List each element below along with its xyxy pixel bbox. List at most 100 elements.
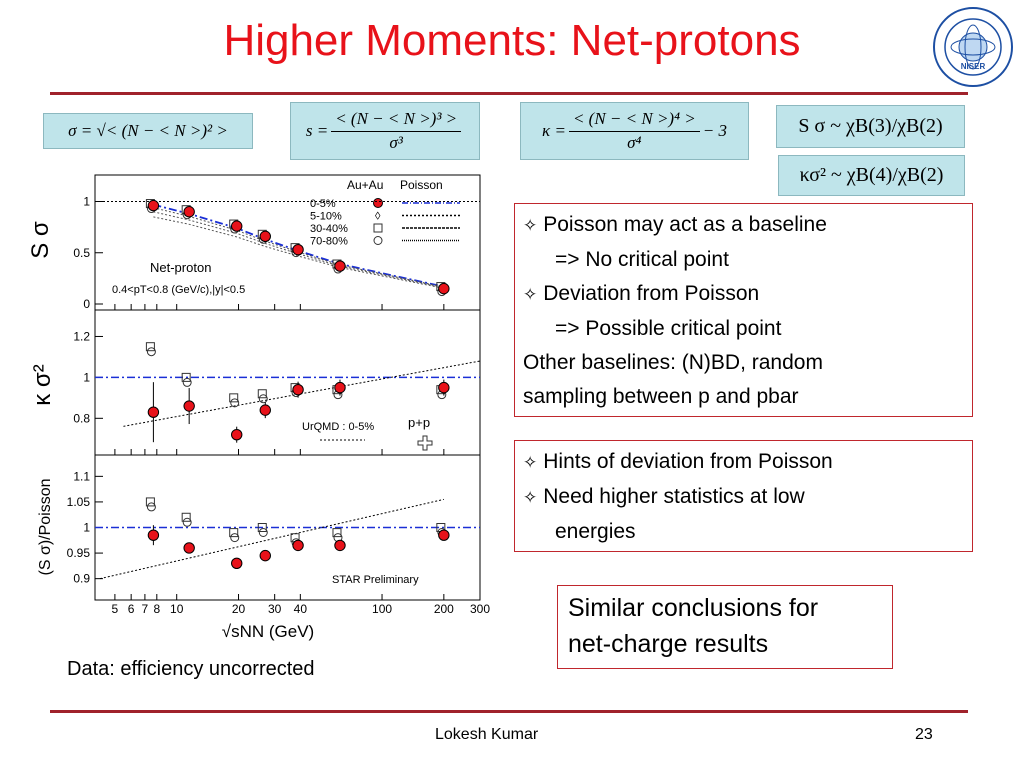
open-square-marker <box>257 389 267 399</box>
box1-line3: ✧ Deviation from Poisson <box>523 282 760 305</box>
open-circle-marker <box>258 528 268 537</box>
y-tick-label: 1.05 <box>67 495 91 509</box>
data-point-0-5 <box>438 529 450 541</box>
kurtosis-formula: κ = < (N − < N >)⁴ > σ⁴ − 3 <box>520 102 749 160</box>
kurtosis-tail: − 3 <box>702 121 727 140</box>
y-tick-label: 0.9 <box>73 572 90 586</box>
star-icon: ✧ <box>523 285 538 304</box>
kurtosis-lhs: κ = <box>542 121 566 140</box>
data-point-0-5 <box>147 199 160 212</box>
box2-line3: energies <box>555 520 636 543</box>
open-circle-marker <box>182 517 192 527</box>
y-tick-label: 1.2 <box>73 329 90 343</box>
data-point-0-5 <box>183 400 195 412</box>
data-point-0-5 <box>259 230 271 243</box>
star-icon: ✧ <box>523 216 538 235</box>
ylabel-panel-3: (S σ)/Poisson <box>37 478 54 575</box>
slide-title: Higher Moments: Net-protons <box>223 16 801 65</box>
data-point-0-5 <box>334 260 346 272</box>
top-rule <box>50 92 968 95</box>
legend-marker <box>373 236 383 245</box>
annotation-pp: p+p <box>408 415 430 430</box>
skewness-numerator: < (N − < N >)³ > <box>331 109 462 132</box>
sigma-formula-text: σ = √< (N − < N >)² > <box>68 121 228 140</box>
legend-marker <box>373 223 383 233</box>
data-point-0-5 <box>259 549 271 562</box>
x-tick-label: 200 <box>434 602 454 616</box>
star-icon: ✧ <box>523 488 538 507</box>
box1-line4: => Possible critical point <box>555 317 782 340</box>
box1-line2: => No critical point <box>555 248 729 271</box>
box2-line2: ✧ Need higher statistics at low <box>523 485 805 508</box>
legend-entry: 5-10% <box>310 211 342 223</box>
kurtosis-numerator: < (N − < N >)⁴ > <box>568 109 700 132</box>
sigma-formula: σ = √< (N − < N >)² > <box>43 113 253 149</box>
data-point-0-5 <box>292 383 304 396</box>
open-square-marker <box>181 372 191 382</box>
legend-header-poisson: Poisson <box>400 178 443 192</box>
legend-marker: ◊ <box>375 211 381 223</box>
data-point-0-5 <box>259 404 271 416</box>
x-tick-label: 40 <box>294 602 308 616</box>
data-point-0-5 <box>292 243 304 256</box>
legend-header-auau: Au+Au <box>347 178 383 192</box>
plot-layer: 5 6 7 8 10 20 30 40 100 200 300 0 0.5 1 0.8 1 1.2 0.9 0.95… <box>67 195 491 617</box>
footer-author: Lokesh Kumar <box>435 726 539 743</box>
star-icon: ✧ <box>523 453 538 472</box>
open-square-marker <box>229 528 239 538</box>
legend-entry: 0-5% <box>310 198 336 210</box>
x-tick-label: 10 <box>170 602 184 616</box>
x-tick-label: 100 <box>372 602 392 616</box>
legend-entry: 30-40% <box>310 223 348 235</box>
y-tick-label: 1 <box>83 195 90 209</box>
open-square-marker <box>229 393 239 403</box>
box3-line1: Similar conclusions for <box>568 594 819 622</box>
ratio-skew-chi: S σ ~ χB(3)/χB(2) <box>776 105 965 148</box>
logo-text: NISER <box>961 62 986 71</box>
data-point-0-5 <box>334 539 346 552</box>
skewness-fraction: < (N − < N >)³ > σ³ <box>331 109 462 153</box>
data-point-0-5 <box>438 381 450 394</box>
open-square-marker <box>257 523 267 532</box>
poisson-baseline-box: ✧ Poisson may act as a baseline => No cri… <box>514 203 973 417</box>
net-charge-box: Similar conclusions for net-charge resul… <box>557 585 893 669</box>
ratio-skew-chi-text: S σ ~ χB(3)/χB(2) <box>798 115 943 137</box>
open-circle-marker <box>230 533 240 543</box>
box1-line6: sampling between p and pbar <box>523 385 799 408</box>
annotation-star-preliminary: STAR Preliminary <box>332 574 419 586</box>
bottom-rule <box>50 710 968 713</box>
data-point-0-5 <box>292 539 304 552</box>
moments-chart: S σ κ σ² (S σ)/Poisson √sNN (GeV) Au+Au … <box>27 174 491 641</box>
x-tick-label: 7 <box>142 602 149 616</box>
legend-entry: 70-80% <box>310 236 348 248</box>
data-point-0-5 <box>231 220 243 232</box>
y-tick-label: 1 <box>83 521 90 535</box>
open-circle-marker <box>146 502 156 512</box>
figure-caption: Data: efficiency uncorrected <box>67 658 315 680</box>
legend-panel-1: 0-5%5-10% ◊ 30-40%70-80% <box>310 198 460 248</box>
open-square-marker <box>181 512 191 522</box>
x-tick-label: 5 <box>112 602 119 616</box>
kurtosis-denominator: σ⁴ <box>627 133 642 152</box>
x-tick-label: 300 <box>470 602 490 616</box>
niser-logo: NISER <box>933 7 1013 87</box>
ratio-kurt-chi-text: κσ² ~ χB(4)/χB(2) <box>799 164 944 186</box>
poisson-curve-centrality <box>153 211 444 289</box>
y-tick-label: 1 <box>83 370 90 384</box>
annotation-urqmd: UrQMD : 0-5% <box>302 421 374 433</box>
open-square-marker <box>145 497 155 507</box>
xlabel: √sNN (GeV) <box>222 622 314 641</box>
y-tick-label: 0.8 <box>73 411 90 425</box>
data-point-0-5 <box>183 542 195 554</box>
x-tick-label: 8 <box>153 602 160 616</box>
box3-line2: net-charge results <box>568 630 769 658</box>
open-circle-marker <box>258 394 268 404</box>
kurtosis-fraction: < (N − < N >)⁴ > σ⁴ <box>568 109 700 153</box>
pp-cross-marker <box>417 435 433 451</box>
open-circle-marker <box>182 377 192 387</box>
x-tick-label: 6 <box>128 602 135 616</box>
x-tick-label: 30 <box>268 602 282 616</box>
ylabel-panel-2: κ σ² <box>29 364 56 405</box>
ylabel-panel-1: S σ <box>27 221 54 259</box>
box1-line1: ✧ Poisson may act as a baseline <box>523 213 827 236</box>
